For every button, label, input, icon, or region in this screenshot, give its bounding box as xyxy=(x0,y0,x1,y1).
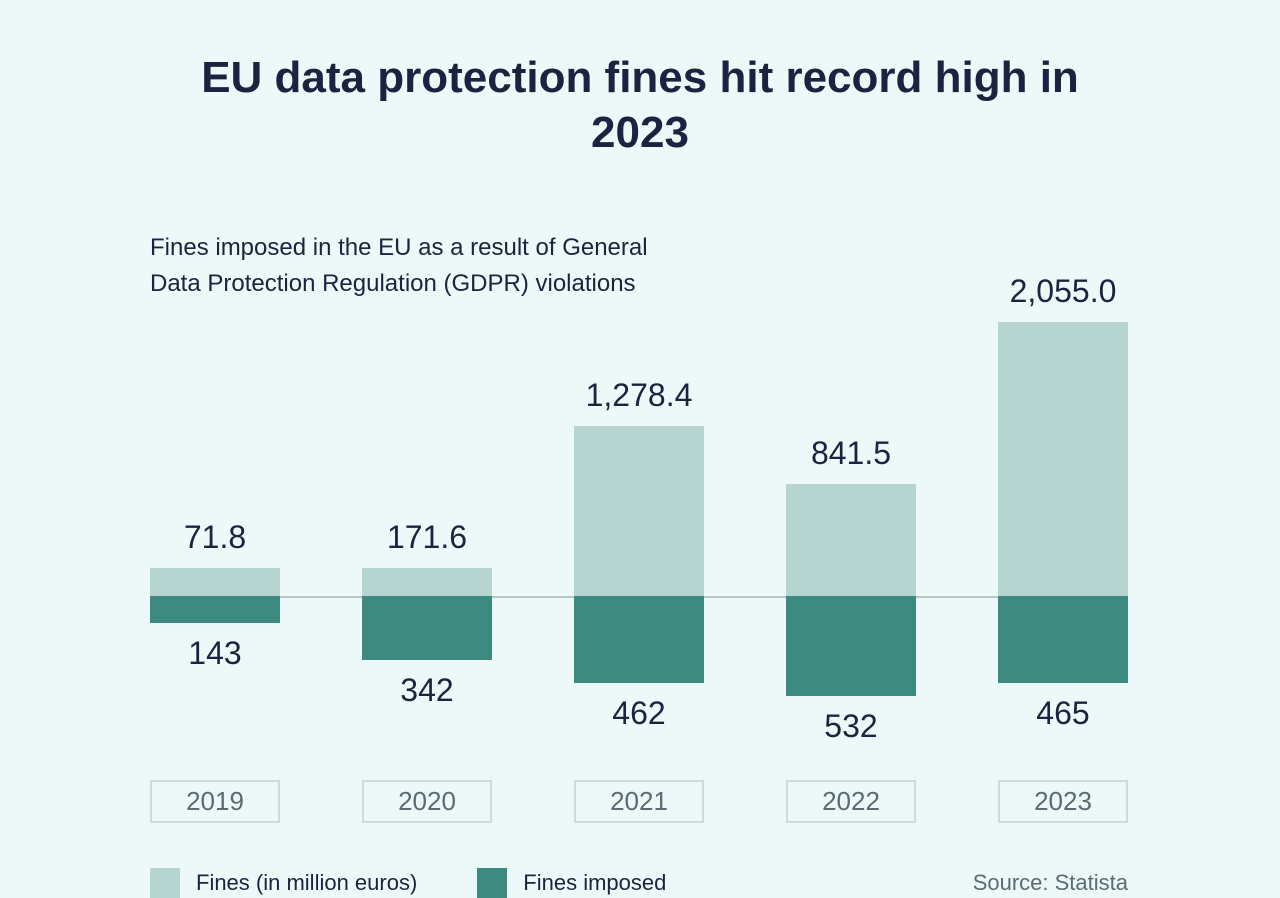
year-label: 2023 xyxy=(998,780,1128,823)
chart-area: 71.81432019171.634220201,278.44622021841… xyxy=(150,322,1128,802)
bar-fines-euros xyxy=(150,568,280,596)
year-label: 2020 xyxy=(362,780,492,823)
chart-title: EU data protection fines hit record high… xyxy=(150,50,1130,160)
value-label-down: 465 xyxy=(963,695,1163,732)
legend-fines-euros-label: Fines (in million euros) xyxy=(196,870,417,896)
value-label-down: 532 xyxy=(751,708,951,745)
year-label: 2021 xyxy=(574,780,704,823)
year-label: 2022 xyxy=(786,780,916,823)
value-label-up: 1,278.4 xyxy=(539,377,739,414)
bar-fines-count xyxy=(786,596,916,696)
legend-fines-count-swatch xyxy=(477,868,507,898)
value-label-up: 841.5 xyxy=(751,435,951,472)
chart-subtitle: Fines imposed in the EU as a result of G… xyxy=(150,230,670,302)
bar-fines-euros xyxy=(574,426,704,596)
bar-fines-euros xyxy=(362,568,492,596)
source-label: Source: Statista xyxy=(973,870,1128,896)
legend-fines-count-label: Fines imposed xyxy=(523,870,666,896)
year-label: 2019 xyxy=(150,780,280,823)
value-label-up: 2,055.0 xyxy=(963,273,1163,310)
legend-fines-euros-swatch xyxy=(150,868,180,898)
bar-fines-count xyxy=(362,596,492,660)
bar-fines-count xyxy=(998,596,1128,683)
bar-fines-count xyxy=(150,596,280,623)
value-label-down: 143 xyxy=(115,635,315,672)
bar-fines-euros xyxy=(998,322,1128,596)
bar-fines-count xyxy=(574,596,704,683)
value-label-down: 342 xyxy=(327,672,527,709)
value-label-up: 171.6 xyxy=(327,519,527,556)
legend: Fines (in million euros) Fines imposed Sou… xyxy=(150,868,1128,898)
value-label-down: 462 xyxy=(539,695,739,732)
value-label-up: 71.8 xyxy=(115,519,315,556)
bar-fines-euros xyxy=(786,484,916,596)
